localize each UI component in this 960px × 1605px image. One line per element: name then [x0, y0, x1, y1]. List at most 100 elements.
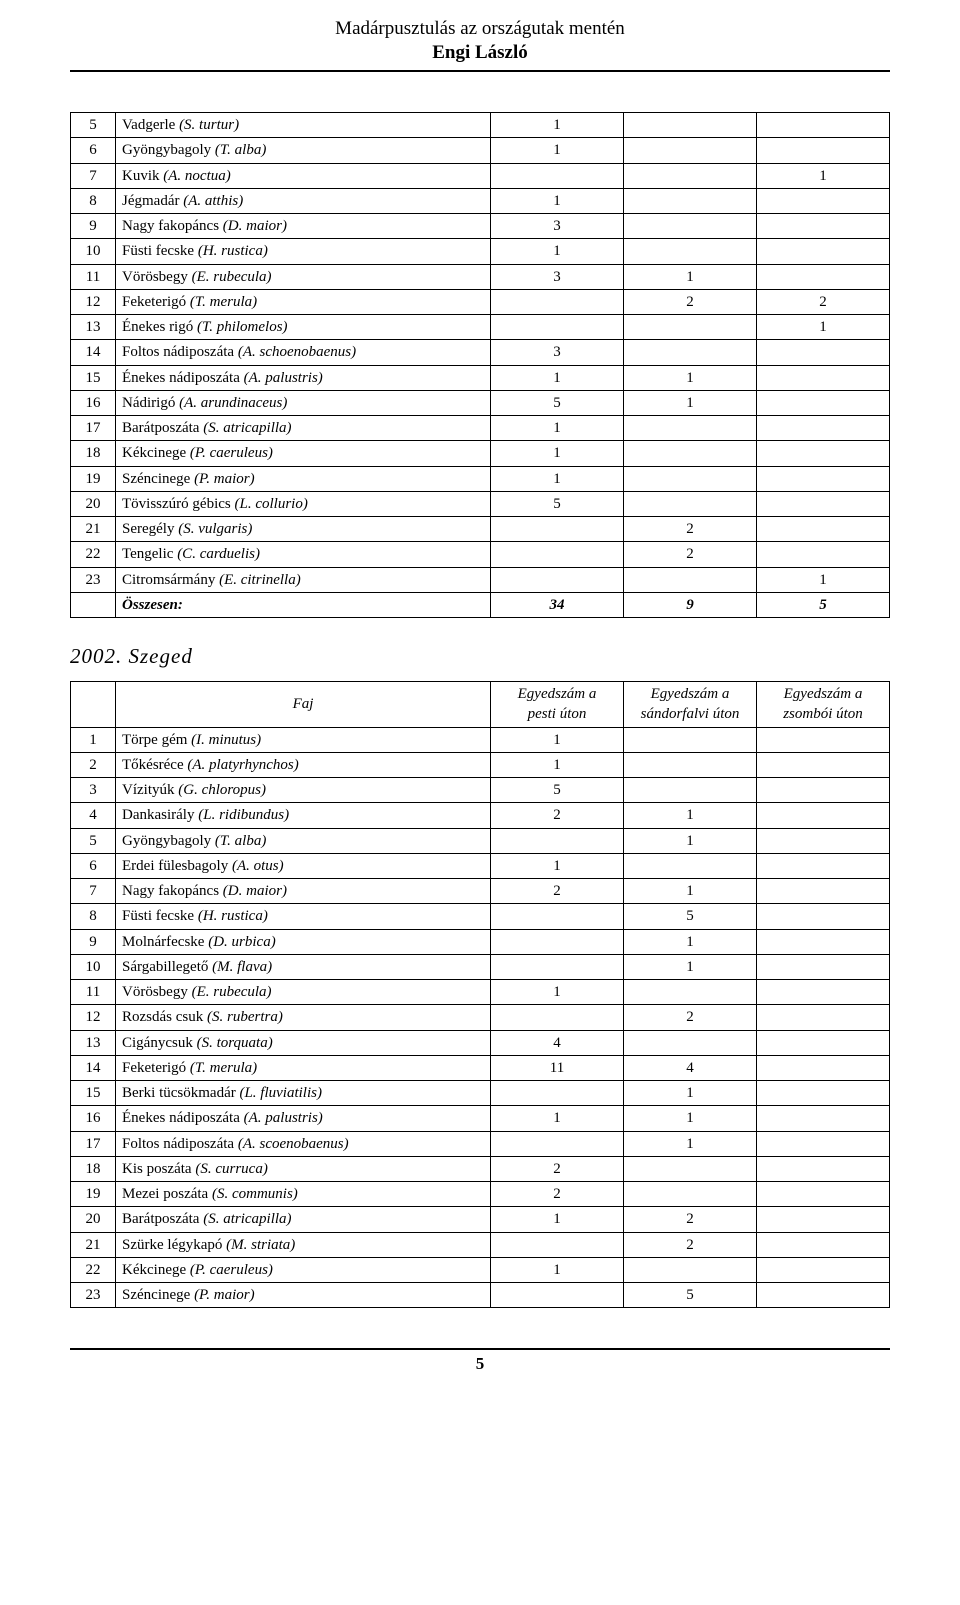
count-col-3 [757, 1156, 890, 1181]
count-col-2: 2 [624, 1207, 757, 1232]
count-col-3: 1 [757, 163, 890, 188]
count-col-3 [757, 466, 890, 491]
row-number: 5 [71, 113, 116, 138]
count-col-3 [757, 340, 890, 365]
table-row: 23Citromsármány (E. citrinella)1 [71, 567, 890, 592]
species-name: Dankasirály (L. ridibundus) [116, 803, 491, 828]
table-row: 1Törpe gém (I. minutus)1 [71, 727, 890, 752]
species-name: Rozsdás csuk (S. rubertra) [116, 1005, 491, 1030]
species-name: Mezei poszáta (S. communis) [116, 1182, 491, 1207]
table-row: 10Sárgabillegető (M. flava) 1 [71, 954, 890, 979]
page-number: 5 [70, 1354, 890, 1374]
table-row: 19Széncinege (P. maior)1 [71, 466, 890, 491]
species-name: Barátposzáta (S. atricapilla) [116, 416, 491, 441]
count-col-3 [757, 752, 890, 777]
species-name: Barátposzáta (S. atricapilla) [116, 1207, 491, 1232]
count-col-3 [757, 365, 890, 390]
count-col-2 [624, 441, 757, 466]
section-heading: 2002. Szeged [70, 644, 890, 669]
species-name: Gyöngybagoly (T. alba) [116, 138, 491, 163]
table-row: 14Feketerigó (T. merula)114 [71, 1055, 890, 1080]
table-row: 20Barátposzáta (S. atricapilla)12 [71, 1207, 890, 1232]
count-col-2: 1 [624, 1081, 757, 1106]
count-col-1: 1 [491, 138, 624, 163]
count-col-2 [624, 416, 757, 441]
species-name: Cigánycsuk (S. torquata) [116, 1030, 491, 1055]
header-col-1: Egyedszám apesti úton [491, 682, 624, 728]
count-col-2 [624, 491, 757, 516]
count-col-3 [757, 188, 890, 213]
count-col-3 [757, 1207, 890, 1232]
species-name: Füsti fecske (H. rustica) [116, 239, 491, 264]
row-number: 19 [71, 1182, 116, 1207]
count-col-1 [491, 954, 624, 979]
count-col-1: 11 [491, 1055, 624, 1080]
row-number: 16 [71, 390, 116, 415]
row-number: 14 [71, 340, 116, 365]
table-row: 17Barátposzáta (S. atricapilla)1 [71, 416, 890, 441]
row-number: 6 [71, 138, 116, 163]
row-number: 7 [71, 879, 116, 904]
species-name: Seregély (S. vulgaris) [116, 517, 491, 542]
table-row: 11Vörösbegy (E. rubecula)31 [71, 264, 890, 289]
count-col-1: 2 [491, 1156, 624, 1181]
count-col-2: 1 [624, 365, 757, 390]
count-col-2: 1 [624, 264, 757, 289]
count-col-2 [624, 214, 757, 239]
species-name: Gyöngybagoly (T. alba) [116, 828, 491, 853]
species-name: Sárgabillegető (M. flava) [116, 954, 491, 979]
count-col-2: 1 [624, 1131, 757, 1156]
count-col-2 [624, 163, 757, 188]
row-number: 21 [71, 517, 116, 542]
count-col-2 [624, 113, 757, 138]
total-row: Összesen:3495 [71, 592, 890, 617]
table-row: 12Feketerigó (T. merula)22 [71, 289, 890, 314]
count-col-2: 4 [624, 1055, 757, 1080]
count-col-1: 1 [491, 416, 624, 441]
table-row: 11Vörösbegy (E. rubecula)1 [71, 980, 890, 1005]
row-number: 13 [71, 315, 116, 340]
table-row: 7Kuvik (A. noctua)1 [71, 163, 890, 188]
table-row: 23Széncinege (P. maior)5 [71, 1283, 890, 1308]
total-col-3: 5 [757, 592, 890, 617]
table-row: 8Jégmadár (A. atthis)1 [71, 188, 890, 213]
row-number: 4 [71, 803, 116, 828]
table-row: 8Füsti fecske (H. rustica)5 [71, 904, 890, 929]
count-col-3 [757, 954, 890, 979]
count-col-1 [491, 163, 624, 188]
count-col-1: 4 [491, 1030, 624, 1055]
header-col-2: Egyedszám asándorfalvi úton [624, 682, 757, 728]
row-number: 10 [71, 954, 116, 979]
row-number: 1 [71, 727, 116, 752]
footer-divider [70, 1348, 890, 1350]
row-number: 23 [71, 567, 116, 592]
row-number: 11 [71, 264, 116, 289]
count-col-1: 1 [491, 466, 624, 491]
species-name: Tengelic (C. carduelis) [116, 542, 491, 567]
count-col-2 [624, 340, 757, 365]
count-col-2 [624, 752, 757, 777]
page-header: Madárpusztulás az országutak mentén Engi… [70, 18, 890, 72]
row-number: 22 [71, 1257, 116, 1282]
count-col-2: 1 [624, 954, 757, 979]
count-col-3 [757, 416, 890, 441]
count-col-1 [491, 315, 624, 340]
row-number: 9 [71, 929, 116, 954]
row-number: 19 [71, 466, 116, 491]
count-col-3 [757, 803, 890, 828]
row-number: 20 [71, 1207, 116, 1232]
table-row: 16Énekes nádiposzáta (A. palustris)11 [71, 1106, 890, 1131]
count-col-1: 1 [491, 1106, 624, 1131]
table-row: 17Foltos nádiposzáta (A. scoenobaenus)1 [71, 1131, 890, 1156]
header-col-3: Egyedszám azsombói úton [757, 682, 890, 728]
table-row: 2Tőkésréce (A. platyrhynchos)1 [71, 752, 890, 777]
count-col-2: 1 [624, 803, 757, 828]
count-col-2 [624, 1257, 757, 1282]
count-col-2 [624, 138, 757, 163]
species-name: Kis poszáta (S. curruca) [116, 1156, 491, 1181]
count-col-2: 2 [624, 542, 757, 567]
row-number: 8 [71, 188, 116, 213]
total-label: Összesen: [116, 592, 491, 617]
total-empty [71, 592, 116, 617]
species-name: Vörösbegy (E. rubecula) [116, 264, 491, 289]
